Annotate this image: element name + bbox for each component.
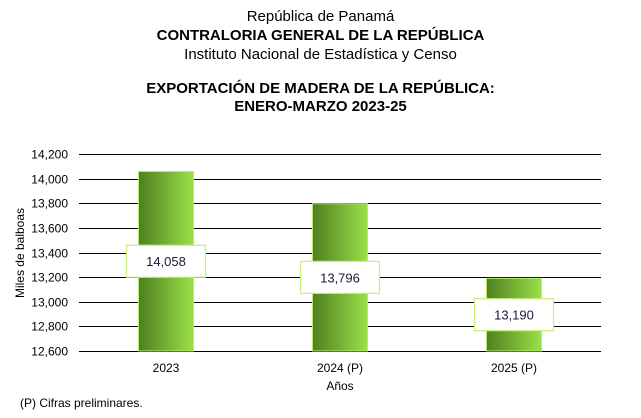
y-tick-label: 13,200 (31, 271, 68, 285)
chart-subtitle: ENERO-MARZO 2023-25 (234, 98, 407, 115)
y-tick-label: 13,400 (31, 247, 68, 261)
y-axis-ticks: 12,600 12,800 13,000 13,200 13,400 13,600 13,8… (31, 148, 68, 359)
data-label-box (299, 260, 381, 294)
y-tick-label: 13,000 (31, 296, 68, 310)
data-label-box (125, 244, 207, 278)
x-tick-label: 2023 (153, 361, 180, 375)
data-label: 13,796 (320, 270, 360, 285)
header-department: Instituto Nacional de Estadística y Cens… (184, 46, 457, 63)
y-tick-label: 12,800 (31, 320, 68, 334)
x-tick-label: 2025 (P) (491, 361, 537, 375)
y-tick-label: 14,200 (31, 148, 68, 162)
header-institution: CONTRALORIA GENERAL DE LA REPÚBLICA (156, 27, 485, 44)
x-tick-label: 2024 (P) (317, 361, 363, 375)
y-tick-label: 12,600 (31, 345, 68, 359)
y-tick-label: 13,800 (31, 197, 68, 211)
x-axis-ticks: 2023 2024 (P) 2025 (P) (153, 361, 537, 375)
data-label: 14,058 (146, 254, 186, 269)
header-country: República de Panamá (246, 8, 395, 25)
bars: 14,058 13,796 13,190 (125, 170, 555, 352)
y-axis-label: Miles de balboas (13, 208, 27, 298)
x-axis-label: Años (326, 379, 353, 393)
data-label-box (473, 298, 555, 332)
footnote: (P) Cifras preliminares. (20, 396, 143, 410)
y-tick-label: 13,600 (31, 222, 68, 236)
chart-title: EXPORTACIÓN DE MADERA DE LA REPÚBLICA: (146, 80, 495, 97)
y-tick-label: 14,000 (31, 173, 68, 187)
data-label: 13,190 (494, 308, 534, 323)
